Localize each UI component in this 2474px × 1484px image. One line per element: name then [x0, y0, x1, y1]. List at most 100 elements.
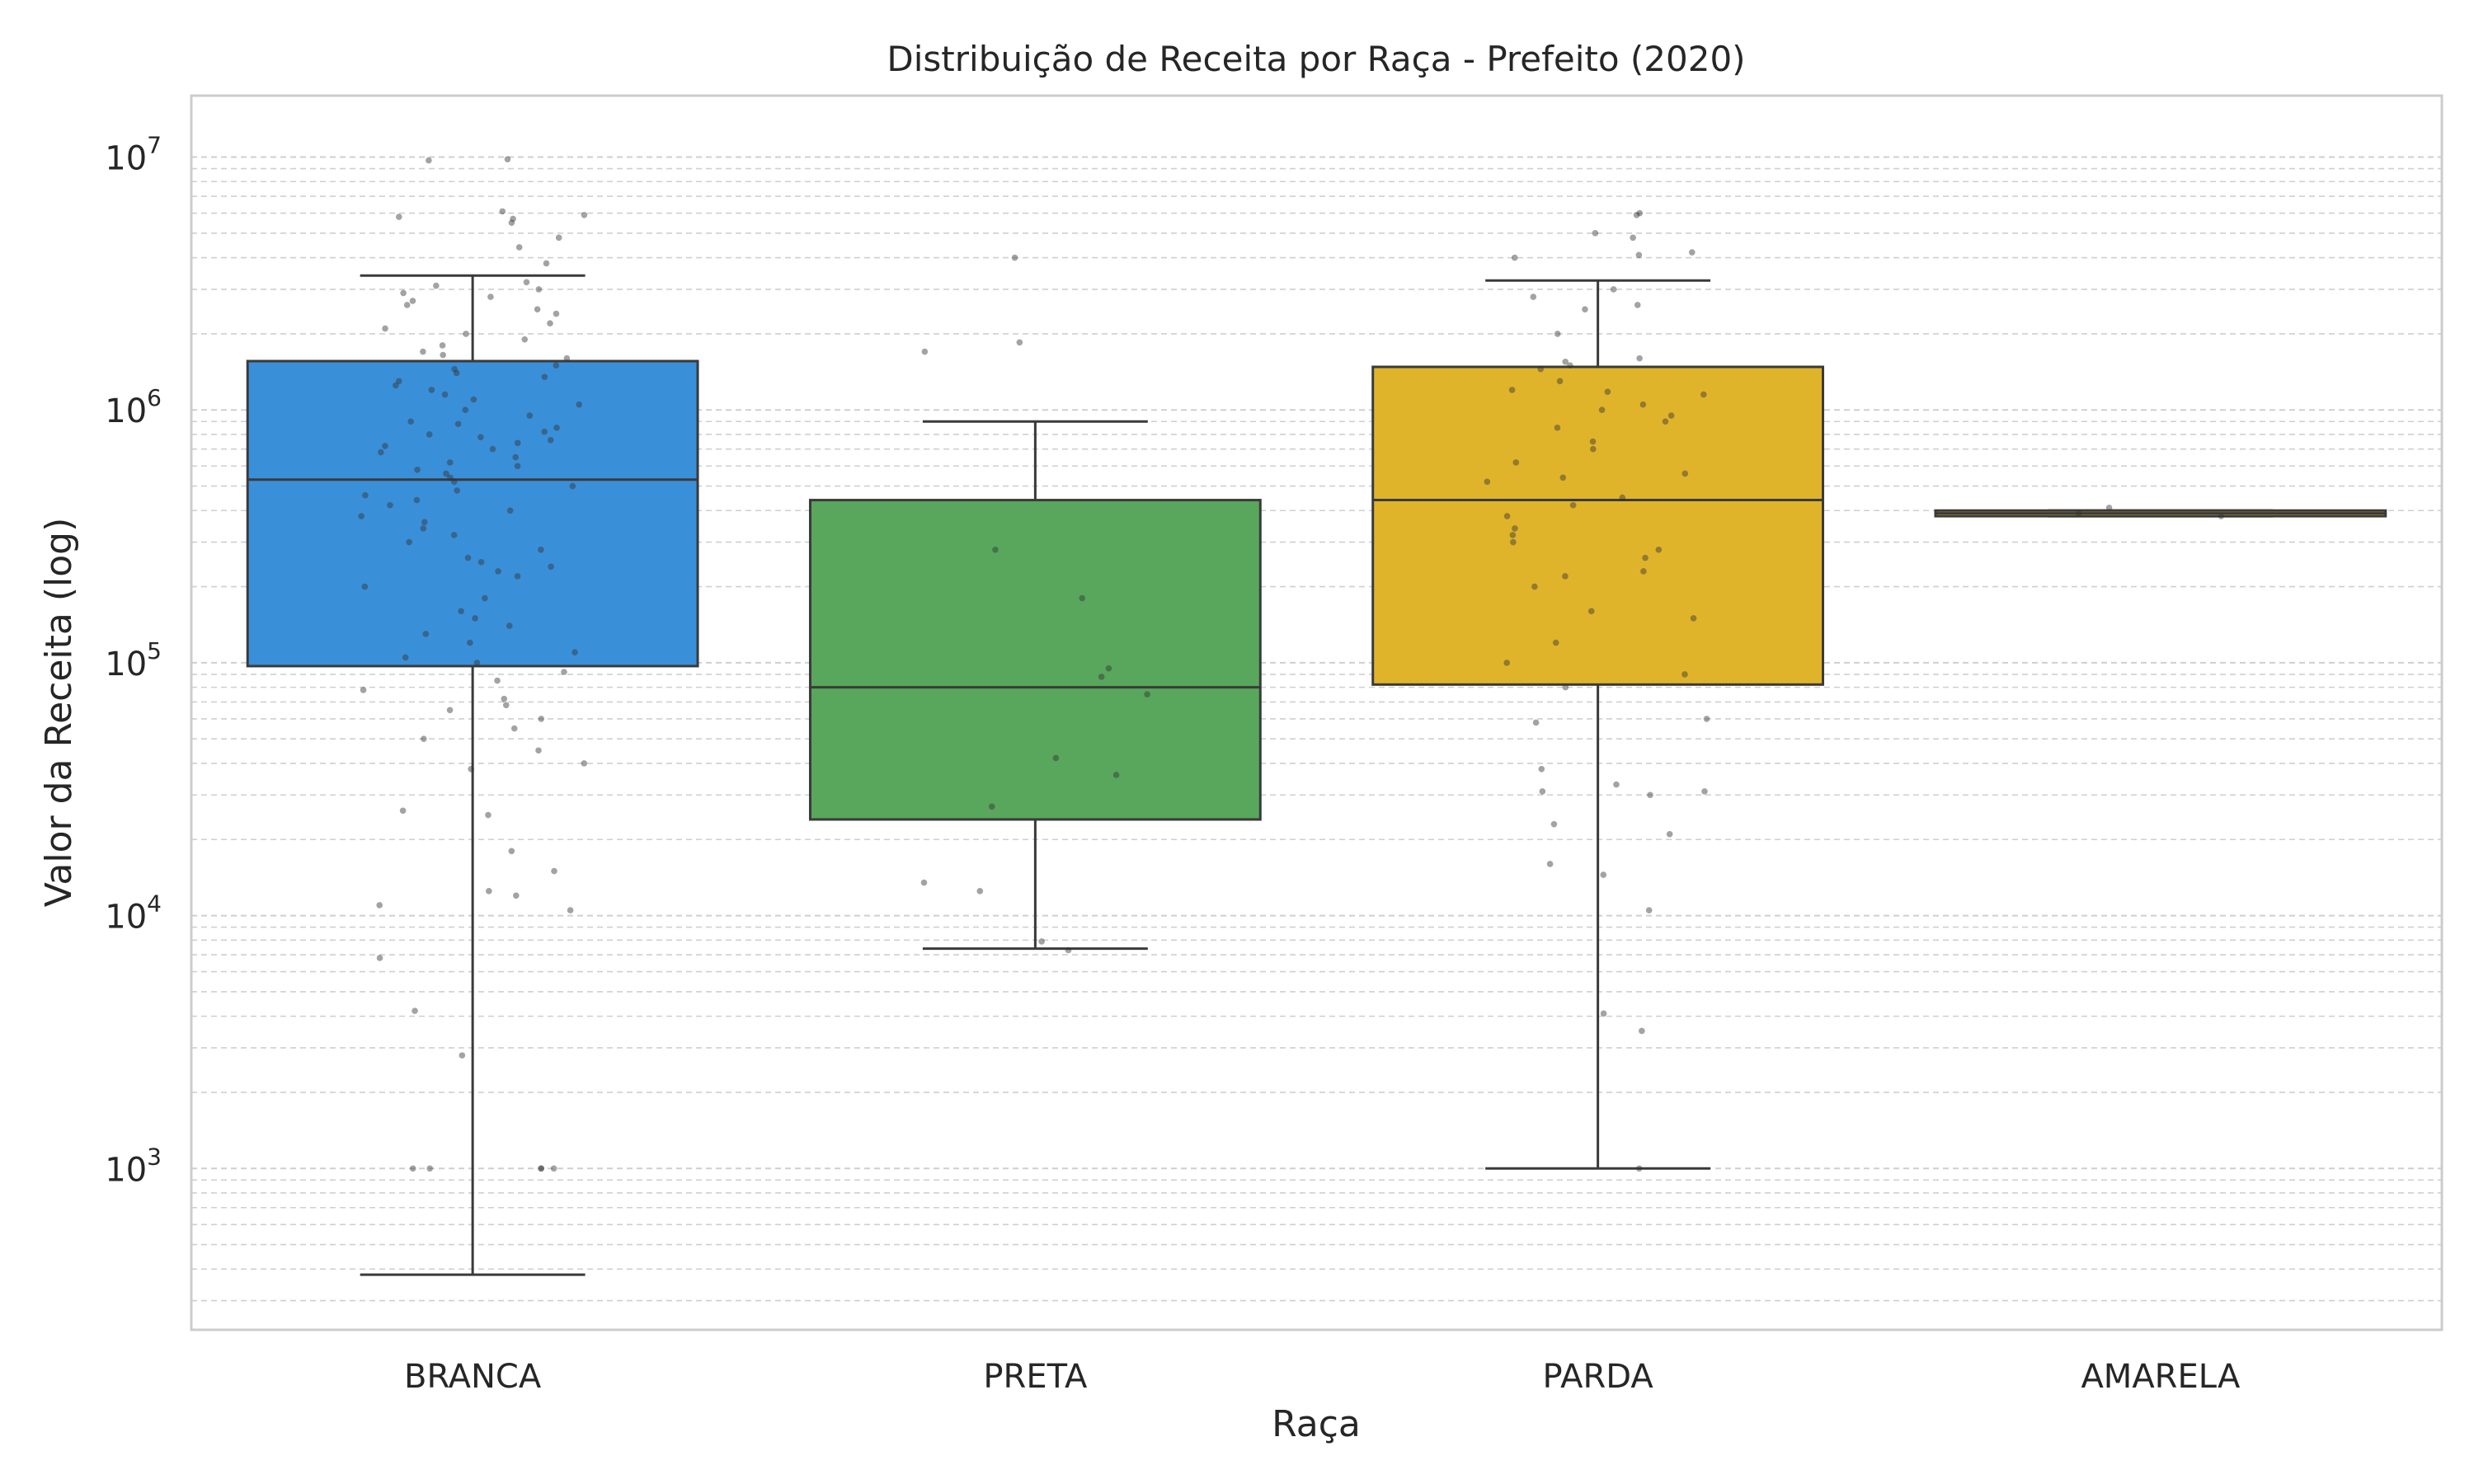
data-point — [2075, 510, 2082, 517]
data-point — [1539, 788, 1546, 795]
data-point — [1537, 365, 1545, 373]
data-point — [473, 660, 481, 666]
data-point — [1508, 387, 1516, 393]
data-point — [555, 234, 562, 242]
data-point — [421, 519, 428, 526]
y-tick-label: 105 — [105, 637, 162, 683]
grid-layer — [191, 156, 2442, 1302]
data-point — [382, 443, 388, 449]
data-point — [1600, 871, 1607, 878]
data-point — [443, 470, 449, 477]
data-point — [538, 716, 545, 722]
data-point — [548, 563, 554, 571]
data-point — [1144, 691, 1150, 698]
data-point — [547, 320, 553, 327]
data-point — [1511, 254, 1518, 261]
data-point — [541, 373, 548, 381]
data-point — [569, 482, 576, 490]
data-point — [413, 496, 421, 504]
data-point — [495, 568, 501, 575]
box-branca — [246, 274, 699, 1276]
data-point — [362, 491, 369, 499]
data-point — [571, 649, 578, 656]
y-axis-label: Valor da Receita (log) — [38, 518, 80, 908]
data-point — [508, 219, 515, 226]
data-point — [538, 1165, 545, 1172]
data-point — [502, 702, 510, 709]
data-point — [1562, 359, 1569, 365]
data-point — [1636, 355, 1643, 362]
data-point — [422, 631, 430, 637]
data-point — [553, 362, 560, 369]
data-point — [462, 406, 469, 414]
box-preta — [808, 420, 1262, 951]
data-point — [1636, 209, 1644, 217]
data-point — [426, 157, 432, 164]
data-point — [402, 654, 409, 661]
data-point — [485, 811, 492, 819]
data-point — [1554, 331, 1561, 337]
data-point — [1011, 254, 1018, 261]
data-point — [1701, 788, 1708, 795]
y-tick-label: 103 — [105, 1143, 162, 1189]
data-point — [1510, 538, 1517, 546]
data-point — [1052, 754, 1060, 762]
data-point — [1550, 820, 1558, 828]
data-point — [409, 298, 416, 304]
x-tick-label: PRETA — [983, 1358, 1088, 1396]
data-point — [447, 474, 454, 481]
data-point — [467, 639, 473, 646]
data-point — [508, 848, 515, 855]
data-point — [439, 342, 446, 349]
data-point — [1582, 306, 1588, 312]
data-point — [440, 351, 446, 359]
data-point — [1546, 861, 1554, 867]
data-point — [472, 615, 478, 622]
x-tick-labels: BRANCA PRETA PARDA AMARELA — [404, 1358, 2241, 1396]
data-point — [1666, 830, 1673, 838]
data-point — [1038, 938, 1045, 945]
data-point — [515, 244, 523, 251]
data-point — [920, 879, 928, 886]
data-point — [535, 747, 542, 754]
data-point — [458, 608, 464, 615]
data-point — [1538, 765, 1545, 773]
data-point — [514, 573, 521, 580]
data-point — [409, 1165, 416, 1172]
data-point — [541, 428, 548, 435]
data-point — [406, 538, 412, 546]
data-point — [534, 306, 541, 312]
data-point — [450, 532, 458, 538]
data-point — [1484, 478, 1491, 486]
data-point — [454, 420, 462, 428]
data-point — [992, 546, 999, 553]
data-point — [1619, 494, 1626, 501]
data-point — [1703, 716, 1710, 722]
data-point — [513, 892, 520, 899]
data-point — [538, 546, 544, 553]
data-point — [976, 888, 984, 895]
data-point — [1598, 406, 1606, 414]
data-point — [1530, 294, 1537, 300]
data-point — [407, 418, 414, 425]
box-layer — [246, 274, 2387, 1276]
data-point — [512, 453, 520, 461]
data-point — [450, 478, 458, 486]
iqr-box — [1371, 365, 1825, 686]
data-point — [1610, 286, 1617, 293]
box-parda — [1371, 279, 1825, 1170]
x-tick-label: AMARELA — [2081, 1358, 2241, 1396]
data-point — [1567, 362, 1573, 369]
data-point — [1634, 302, 1641, 308]
data-point — [1569, 501, 1577, 509]
data-point — [1630, 234, 1636, 242]
data-point — [1604, 388, 1611, 395]
data-point — [1655, 546, 1663, 553]
data-point — [396, 378, 402, 385]
data-point — [1613, 781, 1620, 788]
data-point — [1639, 401, 1647, 408]
y-tick-labels: 103 104 105 106 107 — [105, 132, 162, 1190]
data-point — [426, 1165, 434, 1172]
data-point — [1512, 525, 1518, 532]
